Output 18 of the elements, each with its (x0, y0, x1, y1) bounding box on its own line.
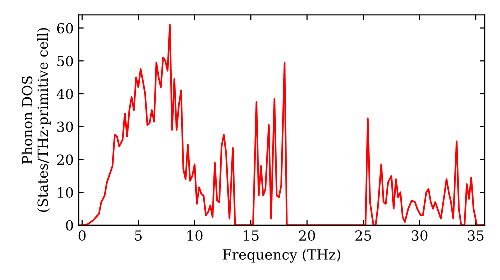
y-tick-label: 10 (58, 188, 74, 198)
y-tick-label: 0 (66, 220, 74, 231)
x-axis-title: Frequency (THz) (223, 249, 340, 263)
y-tick-label: 20 (57, 154, 74, 166)
x-tick-label: 15 (244, 230, 259, 242)
x-tick-label: 25 (356, 230, 372, 242)
y-tick-label: 50 (58, 56, 74, 67)
x-tick-label: 30 (412, 230, 428, 242)
y-tick-label: 30 (58, 122, 74, 132)
x-tick-label: 5 (135, 230, 142, 242)
y-tick-label: 40 (56, 88, 74, 100)
x-tick-label: 35 (468, 230, 484, 242)
y-tick-label: 60 (57, 23, 74, 34)
x-tick-label: 20 (299, 230, 316, 242)
y-axis-title: Phonon DOS (States/THz·primitive cell) (22, 28, 51, 212)
x-tick-label: 10 (188, 230, 203, 242)
x-tick-label: 0 (78, 230, 86, 242)
line-series (82, 24, 485, 226)
